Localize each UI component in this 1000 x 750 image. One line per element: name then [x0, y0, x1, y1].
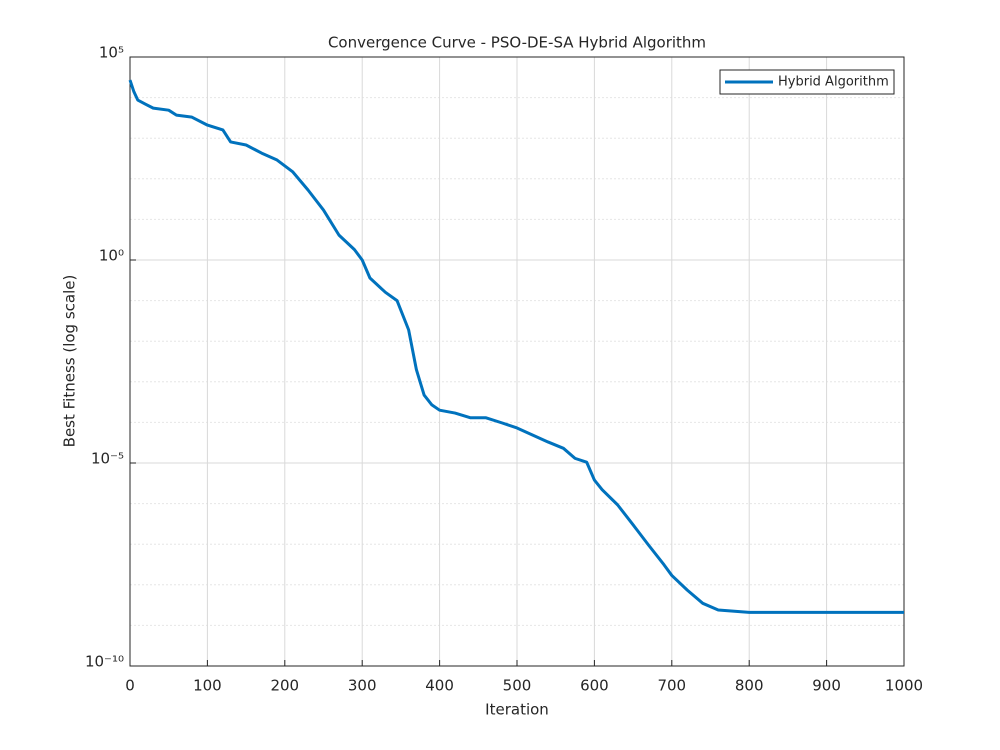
chart-title: Convergence Curve - PSO-DE-SA Hybrid Alg…	[328, 34, 706, 52]
y-axis-label: Best Fitness (log scale)	[61, 275, 79, 448]
x-axis-label: Iteration	[485, 701, 549, 719]
x-tick-label: 900	[812, 677, 841, 695]
x-tick-label: 0	[125, 677, 135, 695]
x-tick-label: 1000	[885, 677, 923, 695]
y-tick-label: 10⁰	[99, 247, 124, 265]
plot-frame	[129, 56, 905, 667]
x-tick-label: 400	[425, 677, 454, 695]
x-tick-label: 300	[348, 677, 377, 695]
x-tick-label: 700	[657, 677, 686, 695]
y-tick-label: 10⁻⁵	[91, 450, 124, 468]
y-tick-label: 10⁵	[99, 44, 124, 62]
x-tick-label: 500	[503, 677, 532, 695]
x-tick-label: 100	[193, 677, 222, 695]
x-tick-label: 800	[735, 677, 764, 695]
legend-label: Hybrid Algorithm	[778, 75, 889, 90]
y-tick-label: 10⁻¹⁰	[85, 653, 124, 671]
x-tick-label: 200	[270, 677, 299, 695]
data-line	[128, 79, 904, 614]
x-tick-label: 600	[580, 677, 609, 695]
